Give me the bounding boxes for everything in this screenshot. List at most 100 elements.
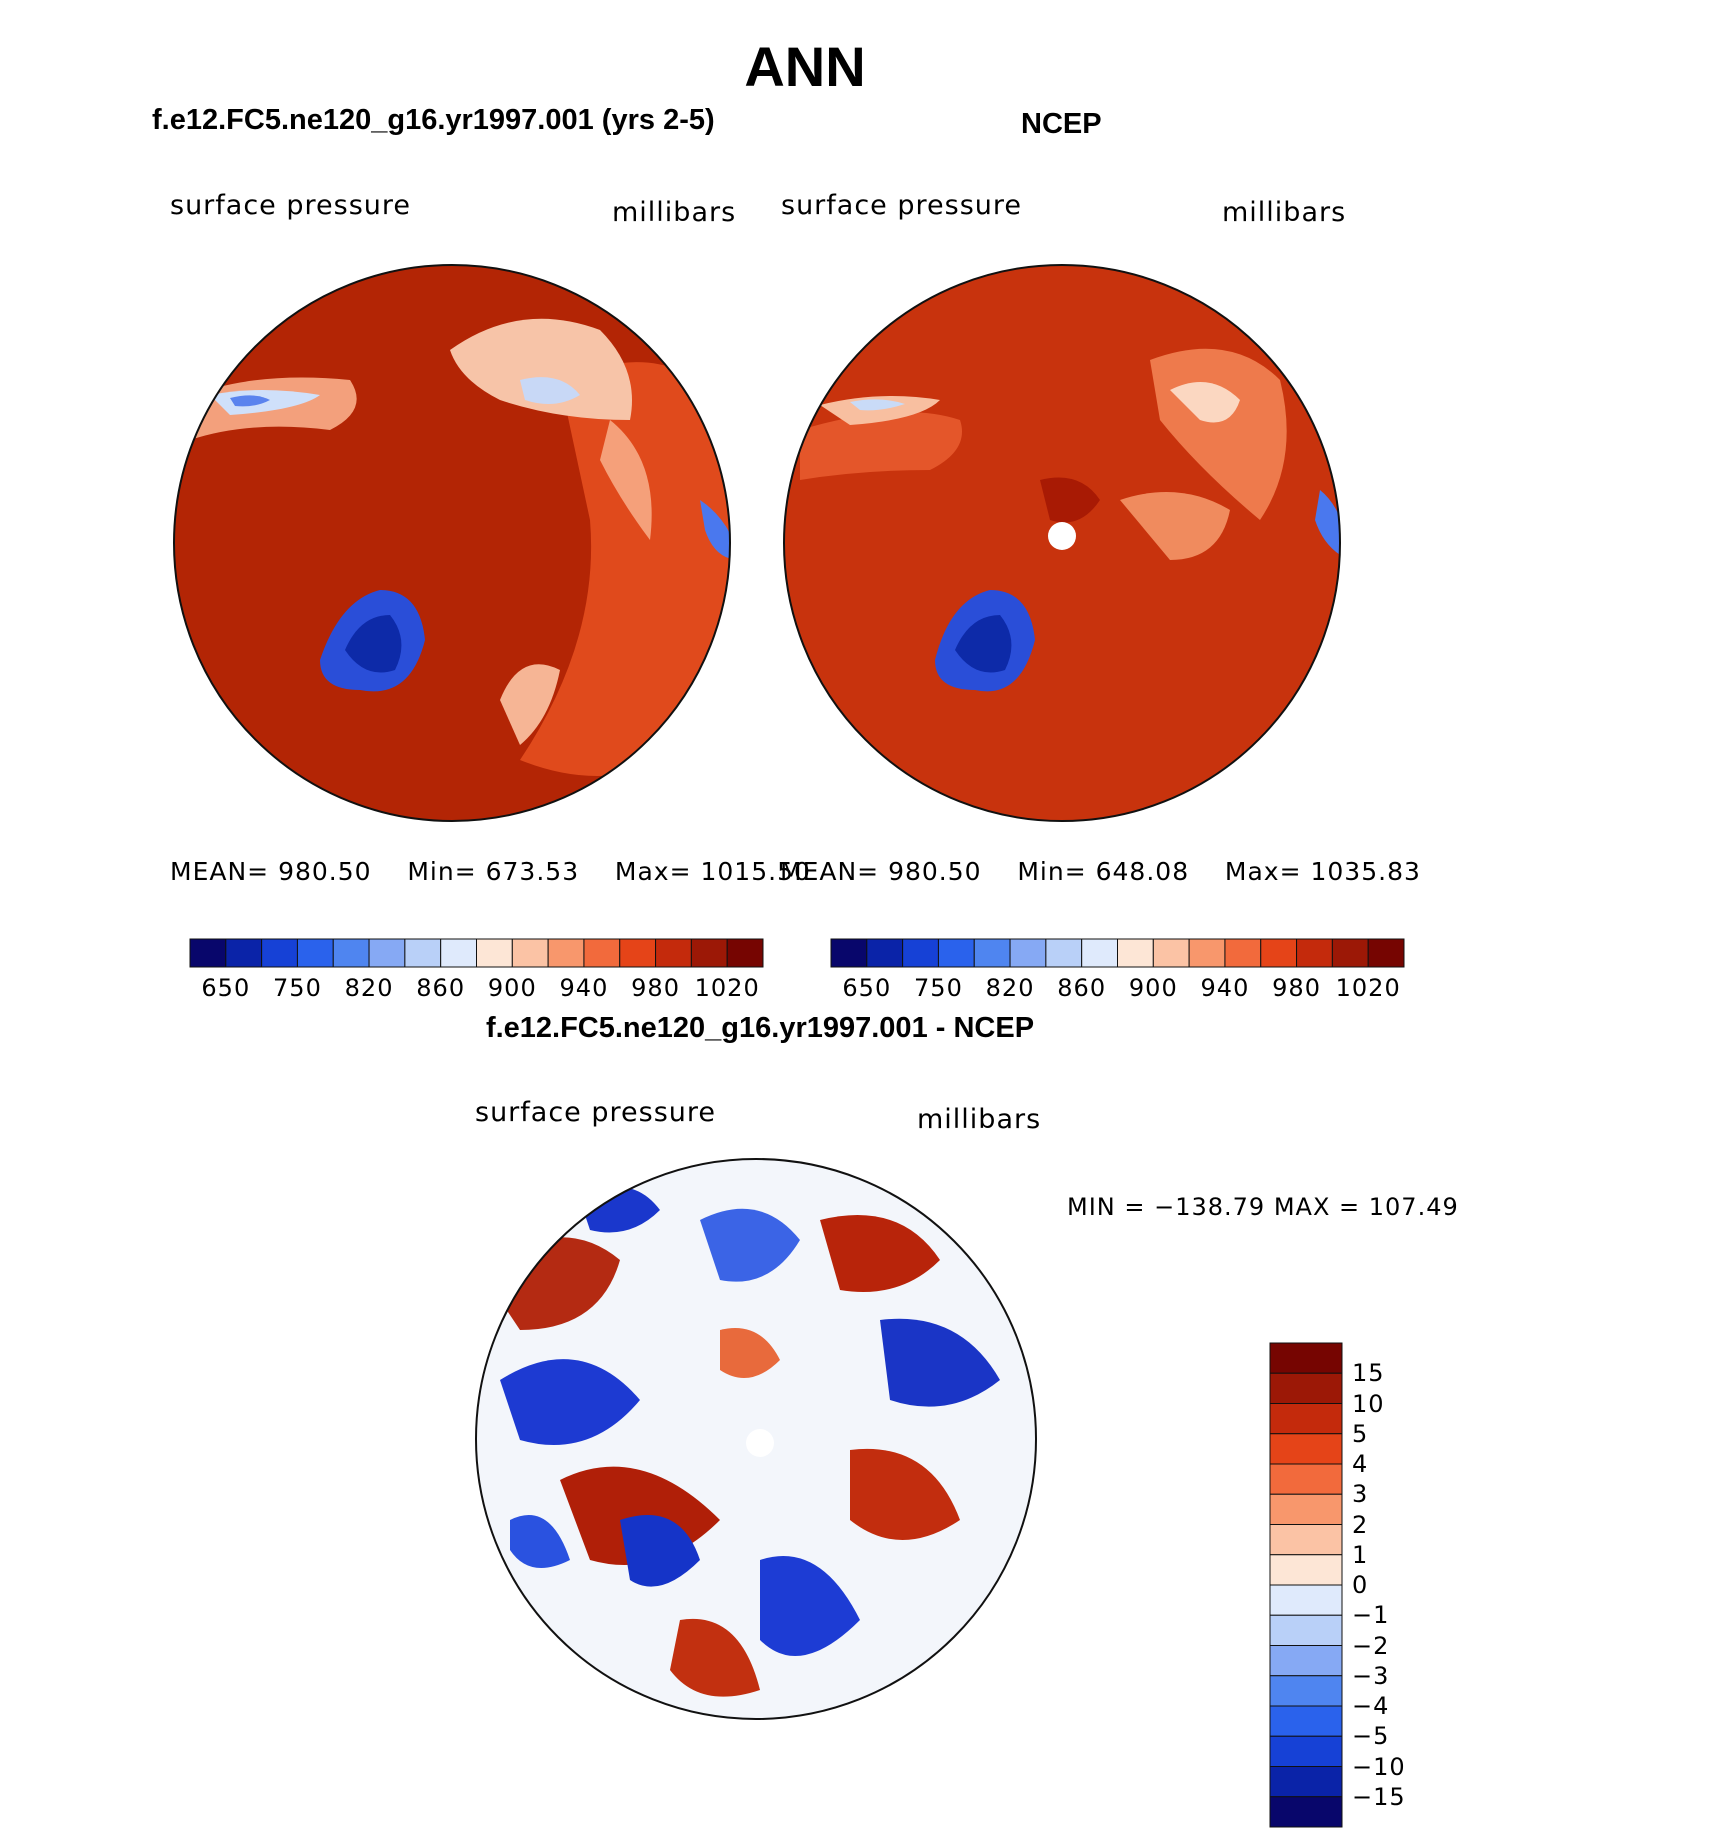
panel-model-colorbar-tick-label: 940: [559, 974, 609, 1002]
panel-diff-colorbar-swatch: [1269, 1524, 1343, 1556]
panel-diff-colorbar-swatch: [1269, 1796, 1343, 1828]
panel-model-colorbar-swatch: [547, 938, 585, 968]
panel-obs-min-value: 648.08: [1095, 857, 1190, 886]
panel-model-colorbar-tick-label: 650: [201, 974, 251, 1002]
panel-diff-variable-label: surface pressure: [475, 1097, 716, 1128]
panel-obs-colorbar-swatch: [1188, 938, 1226, 968]
panel-diff-colorbar-swatch: [1269, 1735, 1343, 1767]
panel-model-colorbar-tick-label: 860: [416, 974, 466, 1002]
panel-model-colorbar-tick-label: 900: [487, 974, 537, 1002]
panel-model-colorbar-tick-label: 820: [344, 974, 394, 1002]
panel-obs-pole-mask: [1048, 522, 1076, 550]
panel-model-colorbar-tick-label: 980: [631, 974, 680, 1002]
panel-model-colorbar-swatch: [690, 938, 728, 968]
panel-diff-colorbar-swatch: [1269, 1403, 1343, 1435]
panel-obs-max-label: Max=: [1224, 857, 1302, 886]
panel-obs-colorbar-tick-label: 650: [842, 974, 892, 1002]
panel-model-title: f.e12.FC5.ne120_g16.yr1997.001 (yrs 2-5): [152, 104, 715, 136]
panel-diff-colorbar-tick-label: 2: [1352, 1510, 1369, 1539]
panel-model-colorbar-swatch: [476, 938, 513, 968]
panel-obs-colorbar-swatch: [973, 938, 1011, 968]
panel-diff-colorbar-tick-label: 0: [1352, 1571, 1369, 1599]
panel-diff-colorbar-swatch: [1269, 1584, 1343, 1616]
panel-obs-colorbar-swatch: [1117, 938, 1154, 968]
panel-diff-colorbar-swatch: [1269, 1372, 1343, 1404]
panel-diff-colorbar-tick-label: 10: [1352, 1389, 1385, 1418]
panel-diff-colorbar-swatch: [1269, 1705, 1343, 1737]
panel-diff-colorbar-swatch: [1269, 1342, 1343, 1374]
panel-model-variable-label: surface pressure: [170, 190, 411, 221]
panel-model-max-value: 1015.50: [700, 857, 811, 886]
panel-obs-colorbar-tick-label: 860: [1057, 974, 1107, 1002]
panel-model-stats: MEAN= 980.50 Min= 673.53 Max= 1015.50: [170, 857, 811, 887]
panel-diff-colorbar-swatch: [1269, 1645, 1343, 1677]
panel-obs-units-label: millibars: [1222, 197, 1347, 228]
panel-obs-title: NCEP: [1021, 108, 1102, 140]
panel-diff-pole-mask: [746, 1429, 774, 1457]
panel-model-colorbar-swatch: [189, 938, 227, 968]
panel-diff-colorbar-tick-label: 3: [1352, 1480, 1369, 1509]
panel-model-min-label: Min=: [407, 857, 477, 886]
panel-diff-colorbar-swatch: [1269, 1463, 1343, 1495]
panel-obs-colorbar-swatch: [830, 938, 868, 968]
panel-diff-colorbar-swatch: [1269, 1675, 1343, 1707]
panel-diff-minmax: MIN = −138.79 MAX = 107.49: [1067, 1193, 1459, 1221]
panel-obs-colorbar-swatch: [902, 938, 939, 968]
panel-diff-colorbar-tick-label: 15: [1352, 1359, 1385, 1388]
panel-diff-colorbar-tick-label: 5: [1352, 1419, 1369, 1448]
panel-diff-colorbar-tick-label: −10: [1352, 1752, 1406, 1781]
panel-diff-colorbar-swatch: [1269, 1614, 1343, 1646]
panel-diff-colorbar-tick-label: −3: [1352, 1661, 1390, 1690]
panel-model-colorbar-swatch: [511, 938, 549, 968]
panel-diff-colorbar-swatch: [1269, 1493, 1343, 1525]
panel-model-colorbar-swatch: [440, 938, 477, 968]
panel-model-colorbar-swatch: [261, 938, 298, 968]
panel-obs-colorbar-tick-label: 940: [1200, 974, 1250, 1002]
panel-model-min-value: 673.53: [485, 857, 580, 886]
panel-obs-colorbar-swatch: [937, 938, 975, 968]
panel-obs-colorbar-swatch: [1152, 938, 1190, 968]
panel-obs-colorbar-tick-label: 900: [1128, 974, 1178, 1002]
panel-diff-colorbar-tick-label: −1: [1352, 1601, 1390, 1630]
panel-obs-colorbar-tick-label: 820: [985, 974, 1035, 1002]
panel-obs-colorbar-swatch: [866, 938, 904, 968]
panel-obs-colorbar-swatch: [1009, 938, 1047, 968]
panel-obs-colorbar-tick-label: 750: [914, 974, 963, 1002]
panel-obs-mean-label: MEAN=: [780, 857, 880, 886]
panel-obs-stats: MEAN= 980.50 Min= 648.08 Max= 1035.83: [780, 857, 1421, 887]
panel-model-max-label: Max=: [614, 857, 692, 886]
panel-diff-colorbar-tick-label: −5: [1352, 1722, 1390, 1751]
panel-diff-colorbar: [1269, 1342, 1343, 1828]
panel-model-colorbar-tick-label: 750: [273, 974, 322, 1002]
panel-model-colorbar-swatch: [225, 938, 263, 968]
panel-model-colorbar-swatch: [583, 938, 621, 968]
panel-model-colorbar-swatch: [655, 938, 692, 968]
panel-diff-colorbar-tick-label: −15: [1352, 1782, 1406, 1811]
panel-diff-colorbar-swatch: [1269, 1554, 1343, 1586]
panel-model-colorbar-swatch: [332, 938, 370, 968]
panel-obs-colorbar-swatch: [1260, 938, 1298, 968]
panel-model-colorbar-swatch: [726, 938, 764, 968]
panel-diff-colorbar-swatch: [1269, 1433, 1343, 1465]
panel-obs-colorbar-swatch: [1224, 938, 1262, 968]
panel-obs-colorbar-swatch: [1045, 938, 1083, 968]
panel-model-units-label: millibars: [612, 197, 737, 228]
panel-model-mean-value: 980.50: [278, 857, 372, 886]
panel-diff-title: f.e12.FC5.ne120_g16.yr1997.001 - NCEP: [485, 1012, 1035, 1044]
panel-obs-colorbar-swatch: [1081, 938, 1118, 968]
panel-diff-colorbar-swatch: [1269, 1766, 1343, 1798]
panel-model-colorbar-swatch: [404, 938, 442, 968]
panel-diff-colorbar-tick-label: 1: [1352, 1540, 1369, 1569]
panel-model-map: [174, 265, 730, 821]
panel-obs-colorbar-tick-label: 980: [1272, 974, 1321, 1002]
panel-diff-colorbar-tick-label: 4: [1352, 1450, 1369, 1478]
panel-diff-units-label: millibars: [917, 1104, 1042, 1135]
panel-model-colorbar-tick-label: 1020: [694, 974, 760, 1002]
panel-obs-colorbar-swatch: [1296, 938, 1333, 968]
figure-title: ANN: [744, 35, 866, 98]
panel-obs-max-value: 1035.83: [1310, 857, 1421, 886]
panel-model-colorbar-swatch: [619, 938, 657, 968]
panel-model-colorbar-swatch: [368, 938, 406, 968]
panel-model-colorbar: [189, 938, 764, 968]
